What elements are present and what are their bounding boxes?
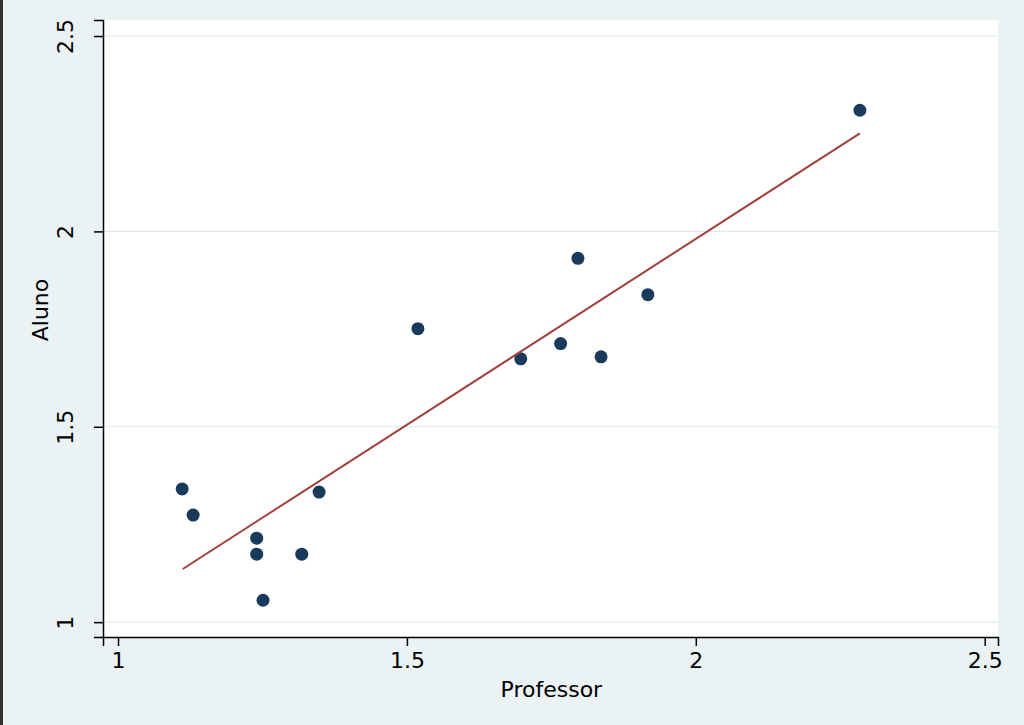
y-tick-label: 1: [53, 616, 78, 630]
y-tick-label: 1.5: [53, 410, 78, 445]
point: [250, 548, 263, 561]
x-tick-label: 2: [689, 648, 703, 673]
x-tick: 2: [689, 637, 703, 673]
y-tick-label: 2: [53, 225, 78, 239]
plot-area: [103, 20, 998, 637]
x-tick-mark: [407, 637, 409, 646]
x-tick: 1: [112, 637, 126, 673]
point: [176, 482, 189, 495]
y-tick: 2: [53, 225, 103, 239]
y-axis-line: [94, 21, 104, 638]
point: [571, 252, 584, 265]
point: [313, 486, 326, 499]
point: [554, 337, 567, 350]
y-tick: 1.5: [53, 410, 103, 445]
point: [250, 532, 263, 545]
x-tick-label: 1: [112, 648, 126, 673]
x-tick: 1.5: [390, 637, 425, 673]
x-axis-line: [104, 638, 999, 647]
background: [0, 0, 1024, 725]
y-axis: 1 1.5 2 2.5: [53, 19, 104, 637]
chart: 1 1.5 2 2.5 1 1.5 2 2.5 Professor Aluno: [0, 0, 1024, 725]
x-tick-mark: [984, 637, 986, 646]
y-tick: 1: [53, 616, 103, 630]
x-tick-mark: [696, 637, 698, 646]
y-tick-mark: [94, 231, 103, 233]
point: [411, 322, 424, 335]
x-tick-label: 1.5: [390, 648, 425, 673]
x-axis-title: Professor: [501, 677, 604, 702]
x-tick-mark: [118, 637, 120, 646]
grid-line: [103, 426, 998, 427]
x-axis: 1 1.5 2 2.5: [104, 637, 1003, 673]
grid-line: [103, 231, 998, 232]
y-tick-label: 2.5: [53, 19, 78, 54]
border: [0, 0, 3, 725]
plot: 1 1.5 2 2.5 1 1.5 2 2.5: [53, 19, 1003, 673]
point: [853, 104, 866, 117]
y-tick-mark: [94, 427, 103, 429]
x-tick-label: 2.5: [968, 648, 1003, 673]
point: [295, 548, 308, 561]
grid: [103, 36, 998, 622]
y-tick-mark: [94, 36, 103, 38]
x-tick: 2.5: [968, 637, 1003, 673]
grid-line: [103, 35, 998, 36]
y-tick: 2.5: [53, 19, 103, 54]
marks: [176, 104, 867, 607]
grid-line: [103, 622, 998, 623]
y-tick-mark: [94, 622, 103, 624]
point: [257, 594, 270, 607]
fit-line: [183, 133, 860, 569]
point: [641, 288, 654, 301]
y-axis-title: Aluno: [28, 279, 53, 342]
point: [187, 509, 200, 522]
point: [595, 350, 608, 363]
